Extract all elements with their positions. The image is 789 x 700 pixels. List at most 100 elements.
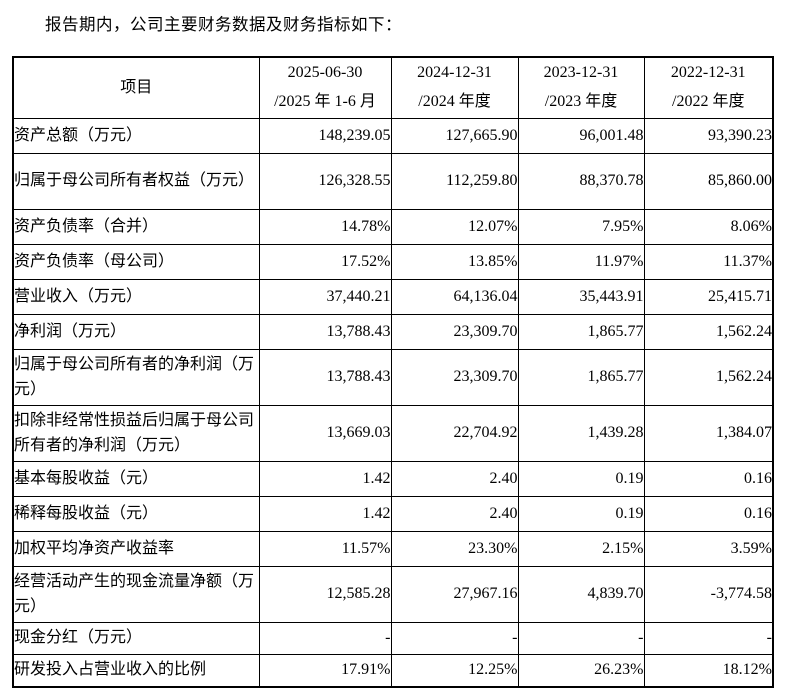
row-value: 148,239.05: [258, 118, 392, 155]
column-header-period-2024: 2024-12-31 /2024 年度: [390, 56, 519, 120]
table-row-weighted-average-roe: 加权平均净资产收益率 11.57% 23.30% 2.15% 3.59%: [12, 531, 774, 568]
row-value: -3,774.58: [643, 566, 774, 624]
table-row-operating-cash-flow: 经营活动产生的现金流量净额（万元） 12,585.28 27,967.16 4,…: [12, 566, 774, 624]
row-value: 112,259.80: [390, 153, 519, 211]
row-value: 1,865.77: [517, 349, 645, 407]
column-header-period-2025: 2025-06-30 /2025 年 1-6 月: [258, 56, 392, 120]
table-header-row: 项目 2025-06-30 /2025 年 1-6 月 2024-12-31 /…: [12, 56, 774, 120]
row-value: 8.06%: [643, 209, 774, 246]
table-row-net-profit: 净利润（万元） 13,788.43 23,309.70 1,865.77 1,5…: [12, 314, 774, 351]
row-value: 11.37%: [643, 244, 774, 281]
row-value: 1,865.77: [517, 314, 645, 351]
row-value: 3.59%: [643, 531, 774, 568]
row-value: -: [643, 622, 774, 656]
row-value: 1,384.07: [643, 405, 774, 463]
period-range: /2023 年度: [544, 93, 618, 111]
row-value: -: [517, 622, 645, 656]
column-header-period-2022: 2022-12-31 /2022 年度: [643, 56, 774, 120]
table-row-rd-expense-ratio: 研发投入占营业收入的比例 17.91% 12.25% 26.23% 18.12%: [12, 654, 774, 688]
row-value: 12,585.28: [258, 566, 392, 624]
table-row-basic-eps: 基本每股收益（元） 1.42 2.40 0.19 0.16: [12, 461, 774, 498]
row-value: 0.16: [643, 461, 774, 498]
row-value: 1.42: [258, 496, 392, 533]
row-value: 13,788.43: [258, 349, 392, 407]
row-label: 扣除非经常性损益后归属于母公司所有者的净利润（万元）: [12, 405, 260, 463]
row-value: 17.91%: [258, 654, 392, 688]
column-header-period-2023: 2023-12-31 /2023 年度: [517, 56, 645, 120]
row-label: 经营活动产生的现金流量净额（万元）: [12, 566, 260, 624]
row-value: 1,439.28: [517, 405, 645, 463]
table-row-debt-ratio-parent: 资产负债率（母公司） 17.52% 13.85% 11.97% 11.37%: [12, 244, 774, 281]
row-value: 23,309.70: [390, 314, 519, 351]
period-date: 2022-12-31: [670, 64, 746, 82]
period-range: /2024 年度: [418, 93, 491, 111]
row-value: 23,309.70: [390, 349, 519, 407]
row-value: 13,788.43: [258, 314, 392, 351]
row-value: -: [258, 622, 392, 656]
row-value: -: [390, 622, 519, 656]
row-value: 7.95%: [517, 209, 645, 246]
row-label: 资产负债率（合并）: [12, 209, 260, 246]
row-value: 64,136.04: [390, 279, 519, 316]
table-row-operating-revenue: 营业收入（万元） 37,440.21 64,136.04 35,443.91 2…: [12, 279, 774, 316]
financial-data-table: 项目 2025-06-30 /2025 年 1-6 月 2024-12-31 /…: [12, 56, 774, 688]
row-value: 2.15%: [517, 531, 645, 568]
period-date: 2023-12-31: [543, 64, 619, 82]
row-value: 13,669.03: [258, 405, 392, 463]
row-value: 12.07%: [390, 209, 519, 246]
table-row-total-assets: 资产总额（万元） 148,239.05 127,665.90 96,001.48…: [12, 118, 774, 155]
period-range: /2022 年度: [672, 93, 745, 111]
row-label: 加权平均净资产收益率: [12, 531, 260, 568]
period-range: /2025 年 1-6 月: [274, 93, 376, 111]
row-value: 0.19: [517, 461, 645, 498]
row-label: 归属于母公司所有者权益（万元）: [12, 153, 260, 211]
table-row-debt-ratio-consolidated: 资产负债率（合并） 14.78% 12.07% 7.95% 8.06%: [12, 209, 774, 246]
row-value: 13.85%: [390, 244, 519, 281]
row-label: 净利润（万元）: [12, 314, 260, 351]
row-value: 1.42: [258, 461, 392, 498]
row-value: 93,390.23: [643, 118, 774, 155]
row-value: 96,001.48: [517, 118, 645, 155]
row-value: 85,860.00: [643, 153, 774, 211]
row-value: 0.19: [517, 496, 645, 533]
row-value: 127,665.90: [390, 118, 519, 155]
row-value: 1,562.24: [643, 349, 774, 407]
row-value: 11.57%: [258, 531, 392, 568]
period-date: 2024-12-31: [417, 64, 492, 82]
row-value: 26.23%: [517, 654, 645, 688]
table-row-net-profit-parent: 归属于母公司所有者的净利润（万元） 13,788.43 23,309.70 1,…: [12, 349, 774, 407]
row-label: 现金分红（万元）: [12, 622, 260, 656]
row-value: 11.97%: [517, 244, 645, 281]
row-value: 23.30%: [390, 531, 519, 568]
row-value: 2.40: [390, 496, 519, 533]
table-row-diluted-eps: 稀释每股收益（元） 1.42 2.40 0.19 0.16: [12, 496, 774, 533]
row-value: 12.25%: [390, 654, 519, 688]
row-value: 1,562.24: [643, 314, 774, 351]
row-label: 归属于母公司所有者的净利润（万元）: [12, 349, 260, 407]
row-value: 37,440.21: [258, 279, 392, 316]
row-label: 基本每股收益（元）: [12, 461, 260, 498]
document-title: 报告期内，公司主要财务数据及财务指标如下：: [45, 15, 402, 34]
table-row-net-profit-deducting-nonrecurring: 扣除非经常性损益后归属于母公司所有者的净利润（万元） 13,669.03 22,…: [12, 405, 774, 463]
row-value: 25,415.71: [643, 279, 774, 316]
row-value: 17.52%: [258, 244, 392, 281]
row-value: 4,839.70: [517, 566, 645, 624]
row-value: 27,967.16: [390, 566, 519, 624]
row-value: 0.16: [643, 496, 774, 533]
row-value: 126,328.55: [258, 153, 392, 211]
row-label: 资产总额（万元）: [12, 118, 260, 155]
row-value: 88,370.78: [517, 153, 645, 211]
row-value: 35,443.91: [517, 279, 645, 316]
column-header-item: 项目: [12, 56, 260, 120]
table-row-parent-equity: 归属于母公司所有者权益（万元） 126,328.55 112,259.80 88…: [12, 153, 774, 211]
table-row-cash-dividend: 现金分红（万元） - - - -: [12, 622, 774, 656]
row-value: 14.78%: [258, 209, 392, 246]
row-label: 研发投入占营业收入的比例: [12, 654, 260, 688]
row-value: 22,704.92: [390, 405, 519, 463]
period-date: 2025-06-30: [287, 64, 363, 82]
row-label: 资产负债率（母公司）: [12, 244, 260, 281]
row-value: 2.40: [390, 461, 519, 498]
row-label: 稀释每股收益（元）: [12, 496, 260, 533]
row-value: 18.12%: [643, 654, 774, 688]
